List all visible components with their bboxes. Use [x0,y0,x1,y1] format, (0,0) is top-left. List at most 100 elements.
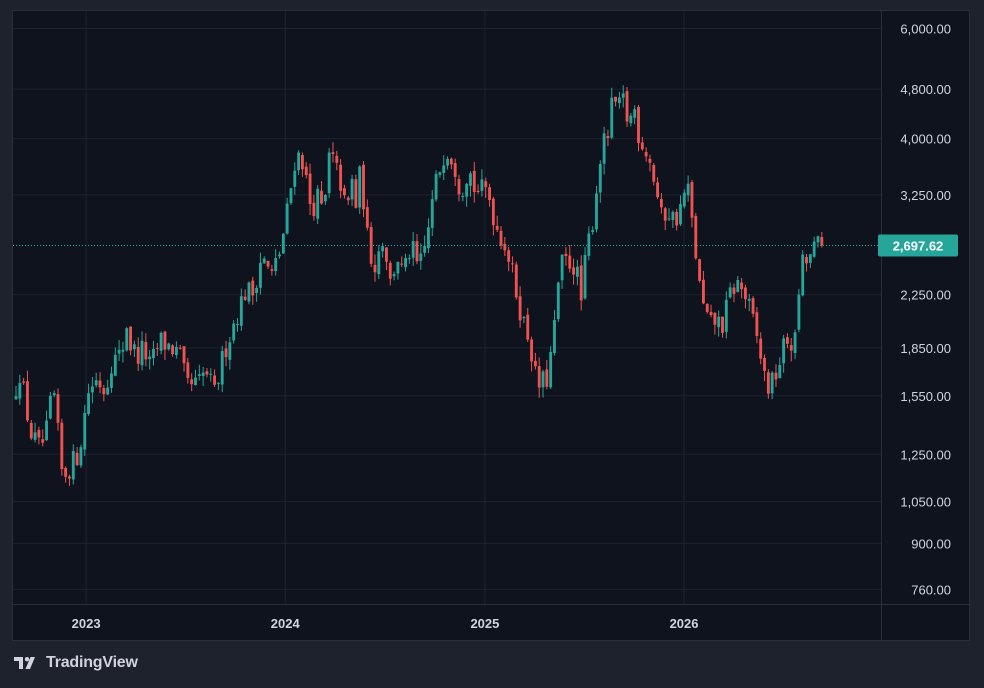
candlestick-chart[interactable]: 6,000.00 4,800.00 4,000.00 3,250.00 2,250.00… [13,11,969,640]
candle-body-up [575,266,579,277]
y-tick-label: 4,000.00 [900,132,951,147]
candle-body-down [186,362,190,378]
candle-body-down [190,379,194,385]
candle-body-down [213,375,217,385]
candle-body-up [48,395,52,419]
candle-body-down [98,380,102,388]
candle-body-up [556,282,560,320]
candle-body-down [251,280,255,296]
candle-body-down [606,135,610,139]
x-tick-label: 2026 [670,616,699,631]
candle-body-down [694,216,698,259]
candle-body-down [385,247,388,262]
candle-body-up [553,319,556,354]
candle-body-down [369,226,373,264]
candle-body-down [304,166,308,176]
candle-body-down [537,366,541,388]
candle-body-down [312,202,316,217]
candle-body-down [640,142,644,150]
candle-body-down [530,339,533,362]
candle-body-down [579,265,583,301]
candle-body-up [323,194,327,202]
candle-body-down [205,371,209,375]
tradingview-logo-icon [14,657,35,669]
candle-body-down [270,269,274,271]
candle-body-up [595,193,598,230]
candle-body-down [564,253,568,257]
candle-body-up [209,373,213,375]
candle-body-down [75,452,79,465]
candle-body-up [793,332,797,353]
candle-body-up [216,382,220,384]
candle-body-down [415,241,419,262]
candle-body-down [68,476,71,479]
candle-body-down [472,170,476,192]
candle-body-up [423,245,427,253]
candle-body-up [583,254,587,299]
candle-body-up [232,323,236,341]
candle-body-up [148,356,152,360]
candle-body-up [14,396,18,400]
candle-body-down [224,348,228,358]
candle-body-down [171,345,175,354]
candle-body-down [320,190,323,204]
y-tick-label: 760.00 [911,582,951,597]
candle-body-up [770,372,774,394]
candle-body-up [228,342,232,360]
candle-body-up [442,165,446,173]
candle-body-down [491,198,495,226]
candle-body-up [480,179,484,191]
candle-body-up [724,299,728,332]
candle-body-up [125,328,129,351]
candle-body-down [614,96,618,102]
candle-body-down [453,163,457,177]
candle-body-up [679,204,682,225]
candle-body-down [400,263,404,265]
candle-body-up [278,254,281,257]
candle-body-down [625,91,629,122]
candle-body-down [102,388,106,395]
chart-panel[interactable]: 6,000.00 4,800.00 4,000.00 3,250.00 2,250.00… [12,10,970,641]
candle-body-down [690,182,694,218]
candle-body-up [434,174,438,200]
candle-body-down [136,346,140,364]
candle-body-down [335,155,339,163]
candle-body-up [407,258,411,260]
candle-body-up [236,323,239,325]
candle-body-up [79,447,83,466]
y-tick-label: 1,550.00 [900,389,951,404]
candle-body-up [18,383,22,399]
candle-body-down [343,188,346,196]
candle-body-down [572,267,576,275]
candle-body-up [52,393,56,396]
candle-body-up [682,192,686,207]
candle-body-down [346,197,350,201]
candle-body-up [587,233,591,256]
candle-body-up [465,183,469,197]
candle-body-up [110,373,113,388]
candle-body-down [721,316,724,333]
candle-body-down [29,422,33,439]
candle-body-up [549,351,553,388]
candle-body-down [820,237,824,246]
candle-body-up [671,211,675,220]
candle-body-down [656,182,660,198]
candle-body-down [22,381,26,383]
candle-body-up [598,164,602,193]
y-tick-label: 900.00 [911,536,951,551]
candle-body-up [541,371,545,388]
candle-body-down [331,152,335,155]
candle-body-up [633,109,637,118]
x-tick-label: 2025 [470,616,499,631]
candle-body-up [274,258,278,272]
candle-body-up [797,294,801,330]
candle-body-down [155,347,159,349]
candle-body-up [801,254,805,296]
candle-body-up [194,377,197,386]
candle-body-down [488,187,491,201]
brand-footer[interactable]: TradingView [14,654,138,672]
candle-body-down [709,311,713,316]
candle-body-down [511,263,514,265]
x-tick-label: 2023 [72,616,101,631]
candle-body-up [33,432,37,440]
